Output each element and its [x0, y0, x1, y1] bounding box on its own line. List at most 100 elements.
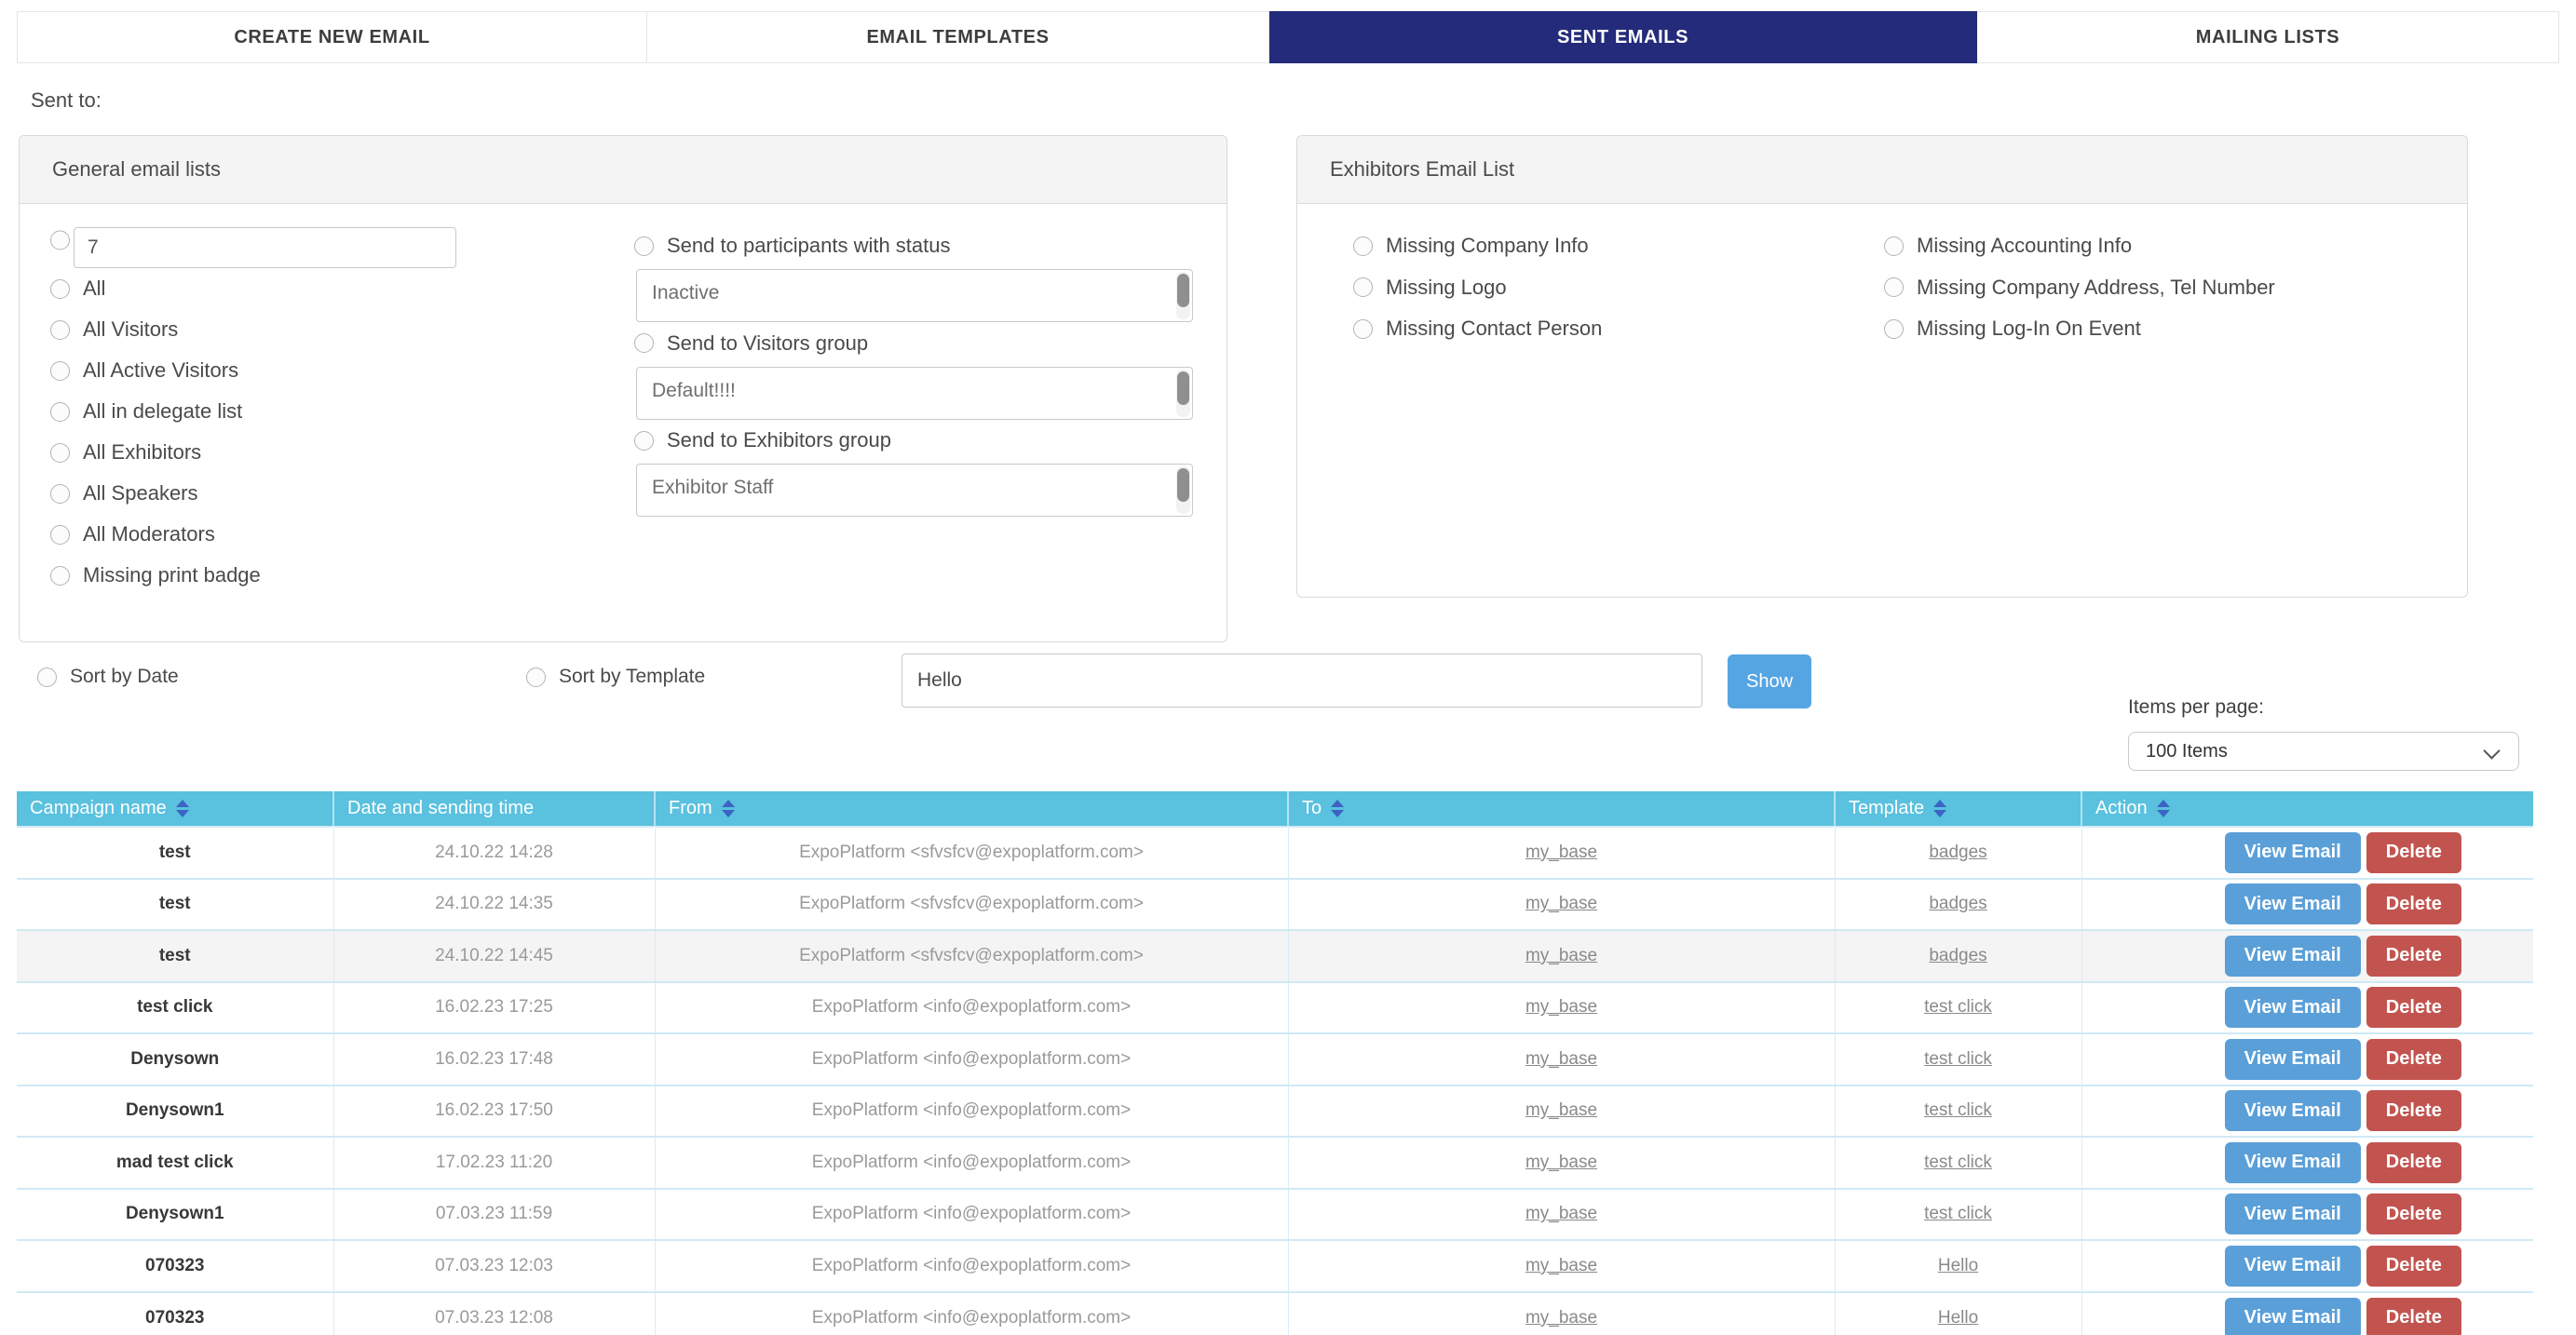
delete-button[interactable]: Delete	[2366, 987, 2461, 1029]
to-link[interactable]: my_base	[1525, 1204, 1598, 1224]
view-email-button[interactable]: View Email	[2224, 831, 2361, 873]
scrollbar-thumb[interactable]	[1177, 371, 1189, 405]
radio-icon[interactable]	[50, 442, 70, 463]
column-header-action[interactable]: Action	[2081, 791, 2533, 827]
radio-option[interactable]: All in delegate list	[50, 399, 242, 424]
items-per-page-select[interactable]: 100 Items	[2128, 732, 2519, 771]
radio-icon[interactable]	[37, 667, 57, 687]
to-link[interactable]: my_base	[1525, 1307, 1598, 1328]
sort-icon[interactable]	[175, 800, 189, 818]
radio-option[interactable]: All	[50, 276, 105, 301]
radio-icon[interactable]	[1884, 236, 1904, 256]
column-header-campaign-name[interactable]: Campaign name	[17, 791, 333, 827]
tab-mailing-lists[interactable]: MAILING LISTS	[1977, 11, 2559, 63]
radio-option[interactable]: All Exhibitors	[50, 440, 201, 465]
scrollbar[interactable]	[1176, 466, 1190, 514]
radio-icon[interactable]	[1884, 277, 1904, 297]
radio-icon[interactable]	[634, 430, 654, 451]
to-link[interactable]: my_base	[1525, 1100, 1598, 1121]
to-link[interactable]: my_base	[1525, 1048, 1598, 1069]
listbox-selected-value[interactable]: Default!!!!	[652, 379, 736, 401]
tab-sent-emails[interactable]: SENT EMAILS	[1269, 11, 1977, 63]
radio-icon[interactable]	[1353, 277, 1373, 297]
radio-option[interactable]: All Moderators	[50, 522, 215, 546]
template-link[interactable]: test click	[1924, 1204, 1992, 1224]
radio-option[interactable]: Send to Visitors group	[634, 331, 868, 356]
radio-icon[interactable]	[50, 524, 70, 545]
view-email-button[interactable]: View Email	[2224, 1245, 2361, 1287]
radio-option[interactable]: Missing Logo	[1353, 276, 1507, 300]
template-link[interactable]: test click	[1924, 1048, 1992, 1069]
radio-icon[interactable]	[50, 319, 70, 340]
template-link[interactable]: test click	[1924, 997, 1992, 1018]
tab-create-new-email[interactable]: CREATE NEW EMAIL	[17, 11, 647, 63]
radio-icon[interactable]	[526, 667, 546, 687]
view-email-button[interactable]: View Email	[2224, 987, 2361, 1029]
listbox[interactable]: Inactive	[636, 269, 1193, 322]
column-header-to[interactable]: To	[1287, 791, 1835, 827]
delete-button[interactable]: Delete	[2366, 1038, 2461, 1080]
sort-by-date-radio[interactable]: Sort by Date	[37, 666, 179, 688]
delete-button[interactable]: Delete	[2366, 1090, 2461, 1132]
radio-icon[interactable]	[50, 230, 70, 250]
column-header-from[interactable]: From	[654, 791, 1288, 827]
view-email-button[interactable]: View Email	[2224, 1038, 2361, 1080]
view-email-button[interactable]: View Email	[2224, 935, 2361, 977]
radio-icon[interactable]	[50, 483, 70, 504]
radio-option[interactable]: Send to participants with status	[634, 234, 951, 258]
delete-button[interactable]: Delete	[2366, 883, 2461, 925]
template-link[interactable]: badges	[1929, 945, 1987, 965]
scrollbar[interactable]	[1176, 369, 1190, 417]
sort-icon[interactable]	[721, 800, 735, 818]
to-link[interactable]: my_base	[1525, 842, 1598, 862]
column-header-template[interactable]: Template	[1834, 791, 2081, 827]
radio-icon[interactable]	[1353, 318, 1373, 339]
radio-option-custom-count[interactable]	[50, 230, 70, 250]
radio-icon[interactable]	[634, 236, 654, 256]
show-button[interactable]: Show	[1728, 654, 1811, 708]
radio-option[interactable]: Missing print badge	[50, 563, 261, 587]
scrollbar[interactable]	[1176, 272, 1190, 319]
radio-icon[interactable]	[50, 401, 70, 422]
radio-option[interactable]: Missing Log-In On Event	[1884, 317, 2141, 341]
template-link[interactable]: Hello	[1937, 1255, 1979, 1275]
radio-option[interactable]: All Visitors	[50, 317, 178, 342]
sort-icon[interactable]	[1331, 800, 1345, 818]
sort-icon[interactable]	[2156, 800, 2170, 818]
sort-by-template-radio[interactable]: Sort by Template	[526, 666, 705, 688]
view-email-button[interactable]: View Email	[2224, 1141, 2361, 1183]
delete-button[interactable]: Delete	[2366, 935, 2461, 977]
to-link[interactable]: my_base	[1525, 1152, 1598, 1172]
tab-email-templates[interactable]: EMAIL TEMPLATES	[647, 11, 1269, 63]
view-email-button[interactable]: View Email	[2224, 1090, 2361, 1132]
radio-option[interactable]: Missing Company Address, Tel Number	[1884, 276, 2275, 300]
sort-icon[interactable]	[1933, 800, 1947, 818]
search-input[interactable]	[902, 654, 1702, 708]
view-email-button[interactable]: View Email	[2224, 883, 2361, 925]
delete-button[interactable]: Delete	[2366, 1193, 2461, 1235]
radio-icon[interactable]	[50, 565, 70, 586]
scrollbar-thumb[interactable]	[1177, 274, 1189, 307]
template-link[interactable]: test click	[1924, 1100, 1992, 1121]
delete-button[interactable]: Delete	[2366, 1297, 2461, 1335]
radio-option[interactable]: Missing Contact Person	[1353, 317, 1602, 341]
template-link[interactable]: test click	[1924, 1152, 1992, 1172]
radio-option[interactable]: Send to Exhibitors group	[634, 428, 891, 452]
template-link[interactable]: badges	[1929, 842, 1987, 862]
delete-button[interactable]: Delete	[2366, 1245, 2461, 1287]
to-link[interactable]: my_base	[1525, 997, 1598, 1018]
listbox-selected-value[interactable]: Inactive	[652, 282, 720, 303]
radio-option[interactable]: Missing Company Info	[1353, 234, 1589, 258]
radio-icon[interactable]	[1353, 236, 1373, 256]
radio-option[interactable]: Missing Accounting Info	[1884, 234, 2132, 258]
template-link[interactable]: Hello	[1937, 1307, 1979, 1328]
to-link[interactable]: my_base	[1525, 894, 1598, 914]
radio-option[interactable]: All Speakers	[50, 481, 198, 506]
listbox[interactable]: Exhibitor Staff	[636, 464, 1193, 517]
view-email-button[interactable]: View Email	[2224, 1193, 2361, 1235]
radio-icon[interactable]	[634, 333, 654, 353]
view-email-button[interactable]: View Email	[2224, 1297, 2361, 1335]
delete-button[interactable]: Delete	[2366, 831, 2461, 873]
scrollbar-thumb[interactable]	[1177, 468, 1189, 502]
radio-icon[interactable]	[50, 360, 70, 381]
